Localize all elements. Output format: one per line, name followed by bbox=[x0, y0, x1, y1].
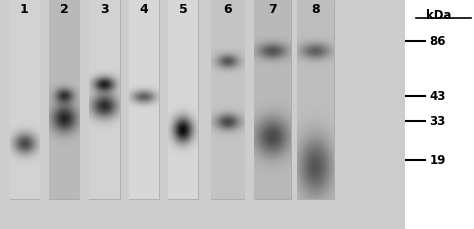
Text: 8: 8 bbox=[311, 3, 319, 16]
Text: 1: 1 bbox=[20, 3, 29, 16]
Text: 43: 43 bbox=[429, 90, 446, 103]
Bar bbox=[49, 0, 79, 199]
Bar bbox=[254, 0, 291, 199]
Text: kDa: kDa bbox=[426, 9, 451, 22]
Text: 19: 19 bbox=[429, 154, 446, 167]
Bar bbox=[211, 0, 245, 199]
Bar bbox=[168, 0, 198, 199]
Text: 5: 5 bbox=[179, 3, 188, 16]
Text: 4: 4 bbox=[139, 3, 148, 16]
Bar bbox=[10, 0, 39, 199]
Text: 86: 86 bbox=[429, 35, 446, 48]
Text: 7: 7 bbox=[268, 3, 277, 16]
Bar bbox=[297, 0, 334, 199]
Bar bbox=[129, 0, 159, 199]
Text: 3: 3 bbox=[100, 3, 109, 16]
Bar bbox=[90, 0, 120, 199]
Text: 2: 2 bbox=[60, 3, 68, 16]
Text: 6: 6 bbox=[223, 3, 232, 16]
Text: 33: 33 bbox=[429, 115, 446, 128]
